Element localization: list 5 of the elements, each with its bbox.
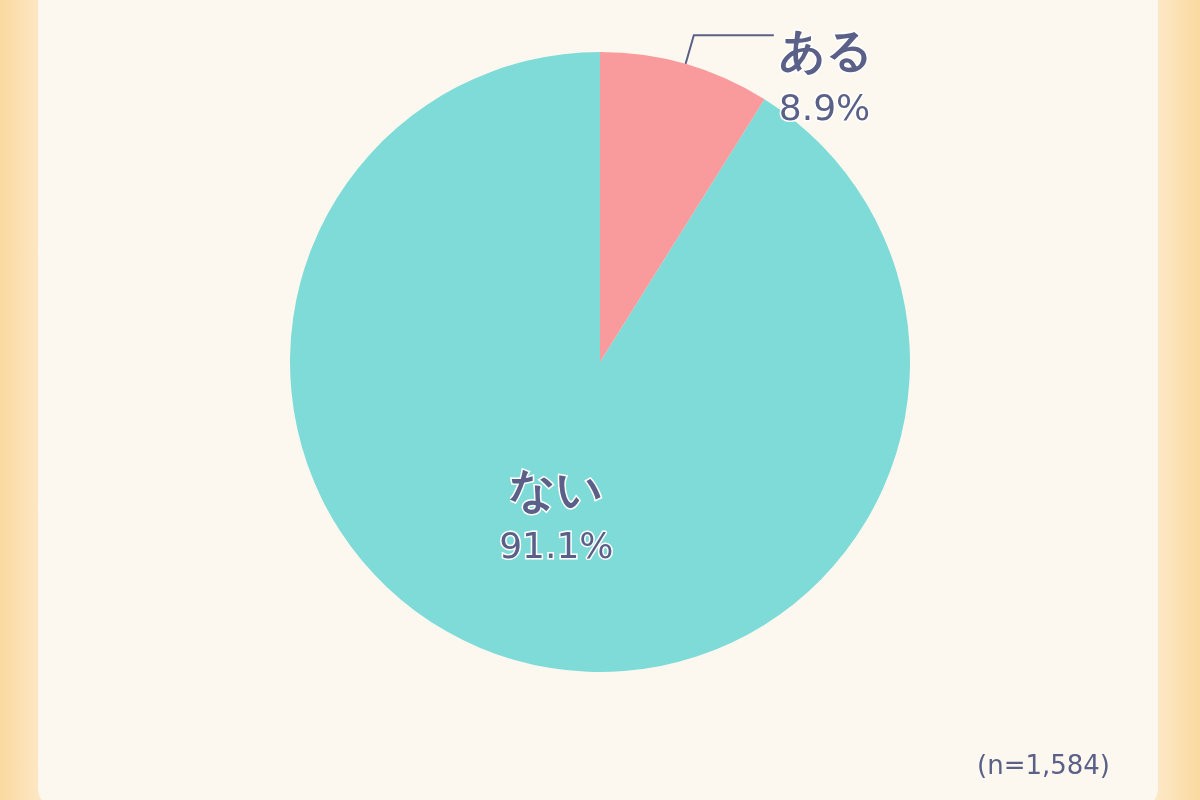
slice-label: ある [778, 23, 873, 78]
data-label: 91.1% [499, 525, 614, 567]
text: (n=1,584) [977, 750, 1110, 780]
slice-label: ない [509, 461, 604, 516]
data-label: 8.9% [778, 86, 871, 128]
